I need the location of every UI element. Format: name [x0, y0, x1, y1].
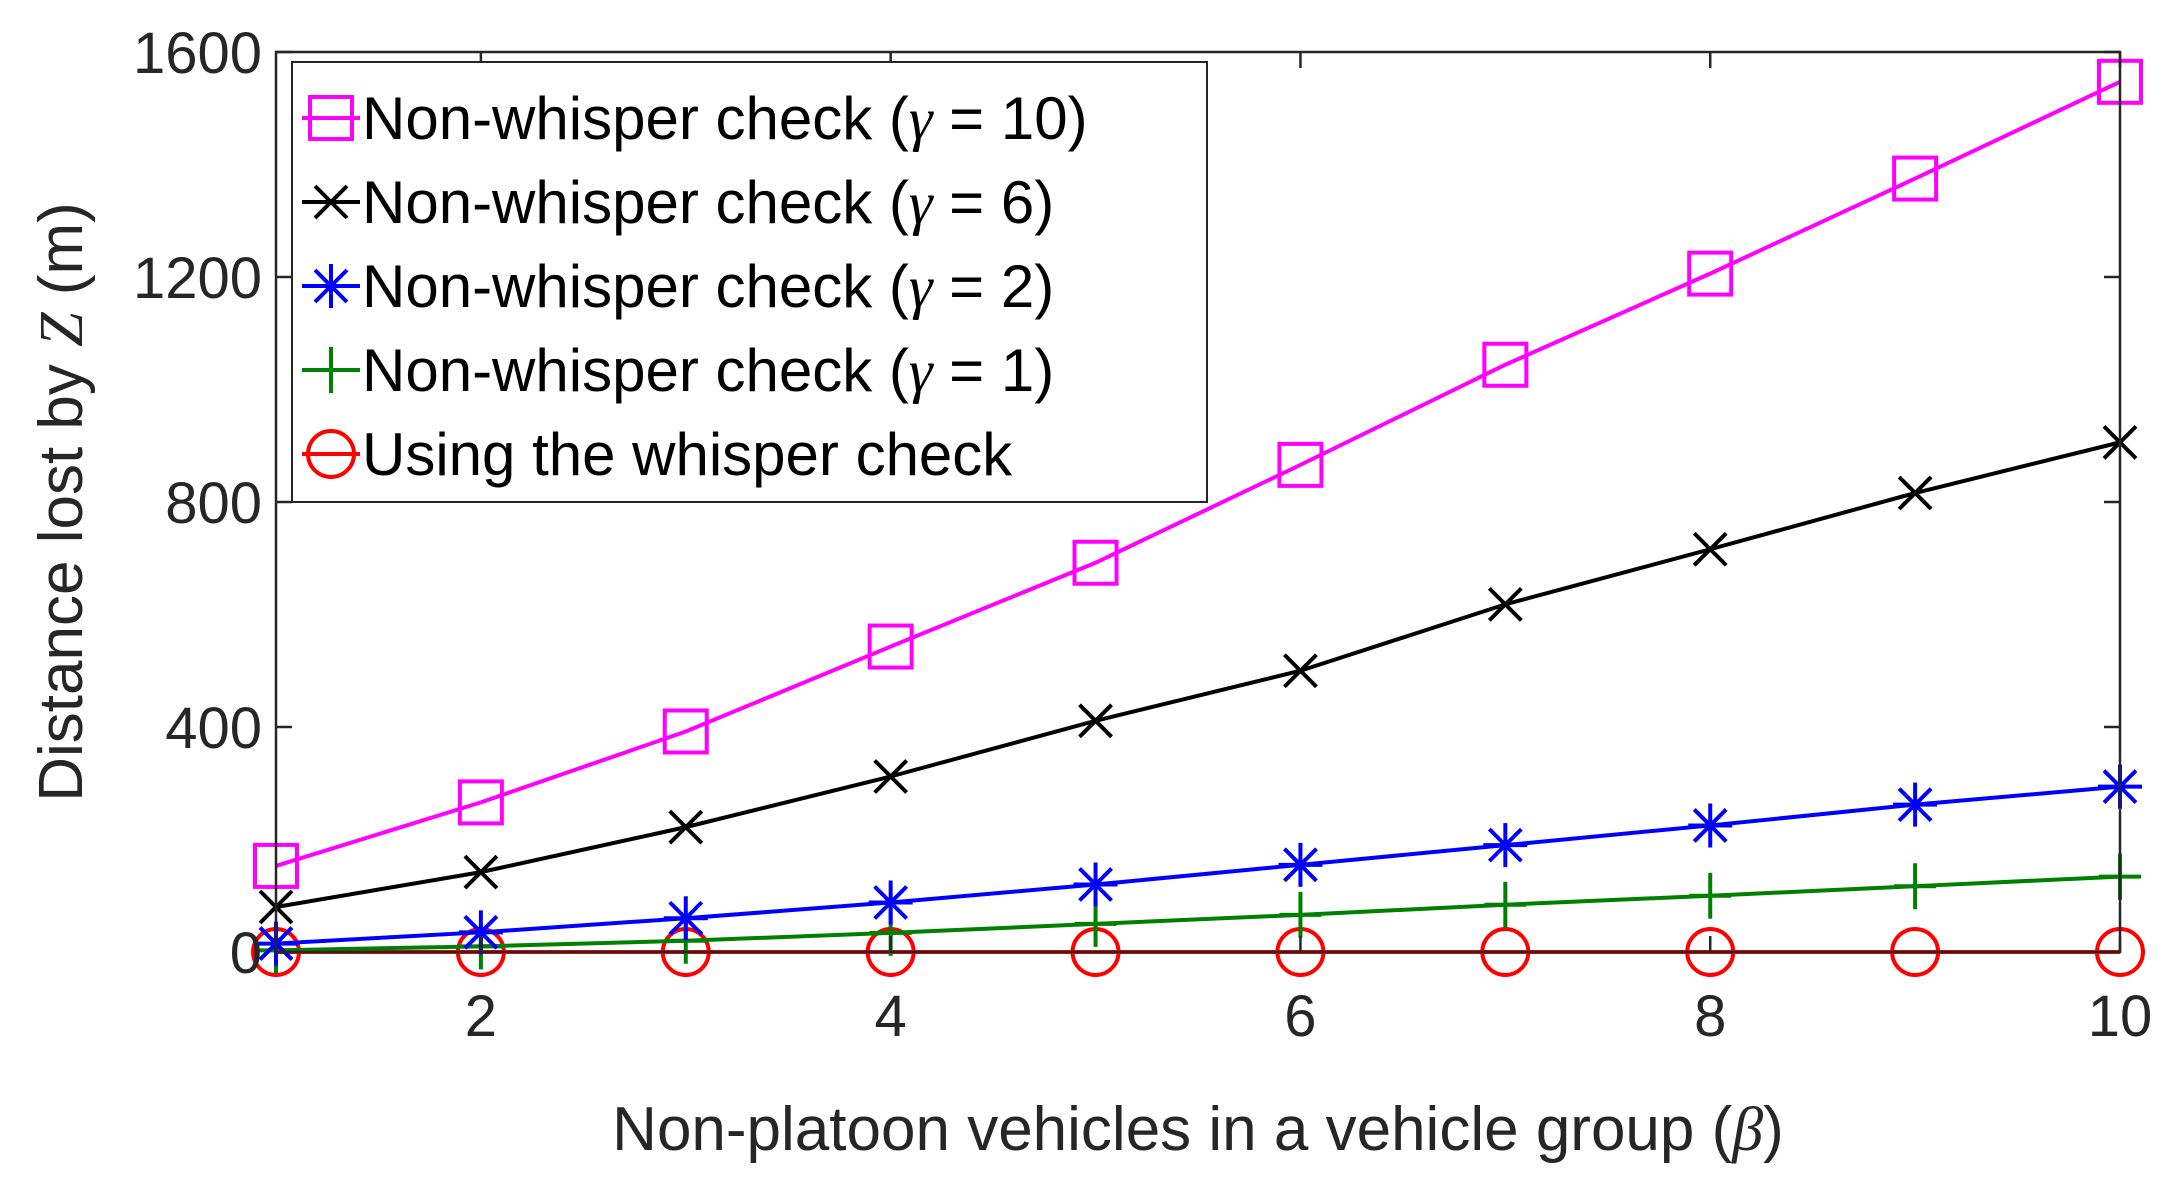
series-line: [275, 874, 2121, 953]
data-point: [1687, 250, 1734, 297]
data-point: [1278, 842, 1323, 887]
series-line: [275, 80, 2121, 868]
y-tick-label: 400: [165, 696, 262, 761]
series-star: [254, 764, 2142, 966]
x-tick-label: 6: [1284, 984, 1316, 1049]
data-point: [1688, 803, 1733, 848]
x-axis-title: Non-platoon vehicles in a vehicle group …: [612, 1095, 1784, 1164]
legend-label: Non-whisper check (γ = 6): [362, 169, 1054, 236]
data-point: [873, 759, 909, 794]
x-tick-label: 8: [1694, 984, 1726, 1049]
data-point: [458, 910, 503, 955]
data-point: [1072, 539, 1119, 586]
data-point: [1893, 782, 1938, 827]
data-point: [1073, 862, 1118, 907]
data-point: [1482, 341, 1529, 388]
data-point: [1692, 531, 1728, 567]
legend-marker: [306, 429, 356, 479]
data-point: [457, 779, 504, 826]
legend-label: Non-whisper check (γ = 10): [362, 85, 1088, 152]
x-tick-label: 2: [465, 984, 497, 1049]
data-point: [463, 854, 499, 890]
data-point: [1894, 863, 1937, 910]
series-line: [275, 784, 2121, 946]
y-tick-label: 800: [165, 471, 262, 536]
data-point: [1689, 872, 1732, 919]
data-point: [1892, 155, 1939, 202]
legend-marker: [313, 184, 349, 220]
x-tick-label: 10: [2088, 984, 2153, 1049]
data-point: [1483, 823, 1528, 868]
legend-marker: [310, 347, 352, 393]
data-point: [1277, 441, 1324, 488]
y-tick-label: 1600: [133, 21, 262, 86]
y-axis-title: Distance lost by Z (m): [27, 202, 96, 802]
series-plus: [255, 853, 2141, 974]
data-point: [662, 708, 709, 755]
data-point: [868, 880, 913, 925]
legend: Non-whisper check (γ = 10) Non-whisper ch…: [291, 61, 1208, 503]
data-point: [1074, 900, 1117, 947]
data-point: [668, 809, 704, 845]
legend-box: [291, 61, 1208, 503]
data-point: [867, 623, 914, 670]
legend-label: Non-whisper check (γ = 1): [362, 337, 1054, 404]
data-point: [1078, 703, 1113, 739]
y-tick-label: 0: [230, 921, 262, 986]
x-tick-label: 4: [875, 984, 907, 1049]
legend-marker: [309, 264, 353, 308]
legend-label: Using the whisper check: [362, 421, 1013, 488]
y-tick-label: 1200: [133, 246, 262, 311]
data-point: [1279, 891, 1322, 938]
axis-ticks: 2 4 6 8 10 0 400 800 1200 1600: [133, 21, 2152, 1049]
data-point: [1897, 475, 1933, 511]
legend-marker: [308, 95, 354, 141]
data-point: [1487, 586, 1523, 622]
data-point: [1484, 881, 1527, 928]
data-point: [663, 896, 708, 941]
legend-label: Non-whisper check (γ = 2): [362, 253, 1054, 320]
plot-marks: [251, 58, 2145, 977]
data-point: [1283, 653, 1318, 689]
series-line: [275, 440, 2121, 909]
